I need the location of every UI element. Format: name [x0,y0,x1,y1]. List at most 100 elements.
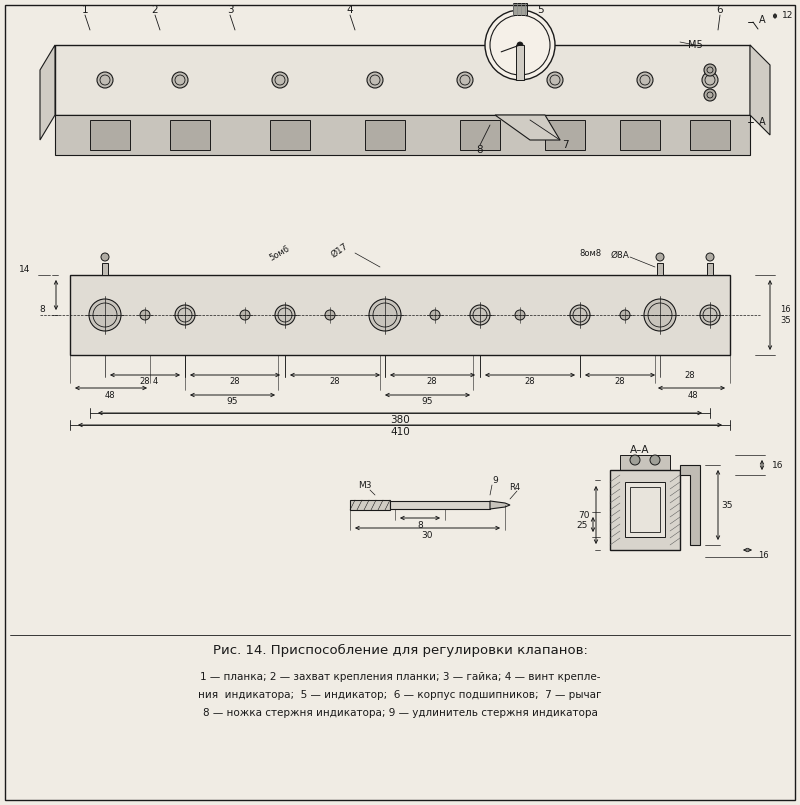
Circle shape [704,89,716,101]
Circle shape [644,299,676,331]
Text: 1: 1 [82,5,88,15]
Text: 28: 28 [685,370,695,379]
Polygon shape [495,115,560,140]
Text: M3: M3 [358,481,372,489]
Text: 25: 25 [576,521,588,530]
Bar [610,470,680,550]
Circle shape [89,299,121,331]
Polygon shape [40,45,55,140]
Bar [90,120,130,150]
Circle shape [704,64,716,76]
Polygon shape [490,501,510,509]
Bar [620,455,670,470]
Circle shape [325,310,335,320]
Circle shape [547,72,563,88]
Polygon shape [680,465,700,545]
Bar [620,120,660,150]
Circle shape [702,72,718,88]
Bar [70,275,730,355]
Bar [55,115,750,155]
Circle shape [457,72,473,88]
Circle shape [706,253,714,261]
Bar [170,120,210,150]
Circle shape [172,72,188,88]
Bar [630,487,660,532]
Text: 30: 30 [422,531,433,540]
Text: 380: 380 [390,415,410,425]
Text: Рис. 14. Приспособление для регулировки клапанов:: Рис. 14. Приспособление для регулировки … [213,643,587,657]
Bar [102,263,108,275]
Circle shape [656,253,664,261]
Circle shape [369,299,401,331]
Text: 12: 12 [782,11,794,20]
Text: 9: 9 [492,476,498,485]
Text: 8: 8 [417,521,423,530]
Text: A: A [758,117,766,127]
Text: 3: 3 [226,5,234,15]
Bar [625,482,665,537]
Text: 8: 8 [477,145,483,155]
Bar [55,45,750,115]
Bar [516,45,524,80]
Circle shape [620,310,630,320]
Text: 2: 2 [152,5,158,15]
Text: 1 — планка; 2 — захват крепления планки; 3 — гайка; 4 — винт крепле-: 1 — планка; 2 — захват крепления планки;… [200,672,600,682]
Text: 35: 35 [722,501,733,510]
Circle shape [515,310,525,320]
Text: 28: 28 [614,378,626,386]
Text: 4: 4 [152,378,158,386]
Bar [545,120,585,150]
Text: 28: 28 [230,378,240,386]
Circle shape [700,305,720,325]
Circle shape [175,305,195,325]
Text: 28: 28 [525,378,535,386]
Circle shape [97,72,113,88]
Text: 4: 4 [346,5,354,15]
Circle shape [140,310,150,320]
Circle shape [101,253,109,261]
Circle shape [517,42,523,48]
Polygon shape [750,45,770,135]
Text: 48: 48 [688,390,698,399]
Circle shape [637,72,653,88]
Text: 16: 16 [772,460,783,469]
Circle shape [630,455,640,465]
Circle shape [570,305,590,325]
Circle shape [470,305,490,325]
Text: 8: 8 [39,306,45,315]
Text: А–А: А–А [630,445,650,455]
Circle shape [650,455,660,465]
Text: 28: 28 [426,378,438,386]
Text: 8ом8: 8ом8 [579,249,601,258]
Bar [460,120,500,150]
Text: 8 — ножка стержня индикатора; 9 — удлинитель стержня индикатора: 8 — ножка стержня индикатора; 9 — удлини… [202,708,598,718]
Text: 70: 70 [578,510,590,519]
Text: Ø8А: Ø8А [610,250,630,259]
Text: 16: 16 [758,551,769,559]
Text: 14: 14 [19,266,30,275]
Text: A: A [758,15,766,25]
Text: 410: 410 [390,427,410,437]
Text: M5: M5 [688,40,702,50]
Text: 5: 5 [537,5,543,15]
Text: 95: 95 [226,398,238,407]
Circle shape [240,310,250,320]
Circle shape [430,310,440,320]
Text: 6: 6 [717,5,723,15]
Circle shape [275,305,295,325]
Text: 28: 28 [330,378,340,386]
Text: 95: 95 [422,398,433,407]
Bar [690,120,730,150]
Text: 5ом6: 5ом6 [268,244,292,262]
Bar [390,501,490,509]
Text: 7: 7 [562,140,568,150]
Circle shape [485,10,555,80]
Bar [365,120,405,150]
Text: ния  индикатора;  5 — индикатор;  6 — корпус подшипников;  7 — рычаг: ния индикатора; 5 — индикатор; 6 — корпу… [198,690,602,700]
Text: 16
35: 16 35 [780,305,790,324]
Bar [350,500,390,510]
Bar [657,263,663,275]
Bar [270,120,310,150]
Circle shape [367,72,383,88]
Bar [513,3,527,15]
